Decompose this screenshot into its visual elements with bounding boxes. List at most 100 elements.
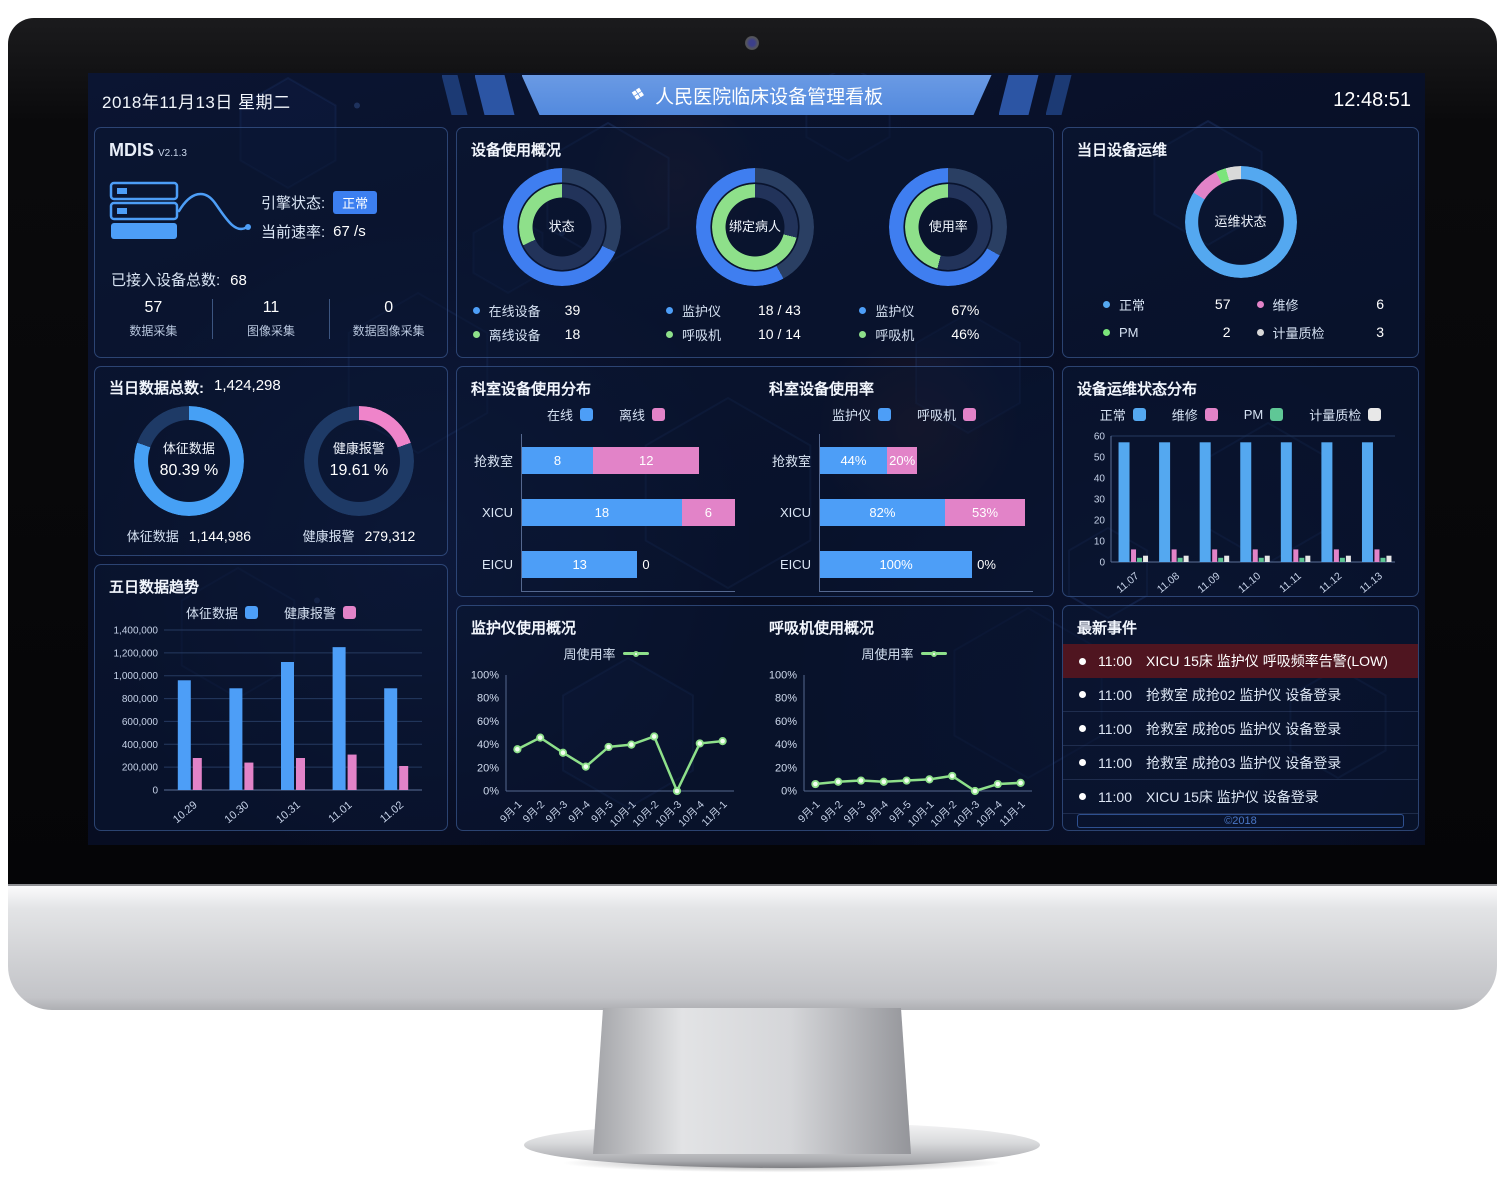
panel-usage-lines: 监护仪使用概况 周使用率 0% 20% 40% 60% 80% 100% 9月-1 9月-2 9…	[456, 605, 1054, 831]
dashboard-screen: 2018年11月13日 星期二 ❖ 人民医院临床设备管理看板 12:48:51	[88, 73, 1425, 845]
svg-text:11.07: 11.07	[1114, 570, 1141, 596]
legend-item: 正常	[1100, 405, 1146, 424]
svg-text:9月-2: 9月-2	[521, 799, 548, 826]
trend-title: 五日数据趋势	[109, 579, 200, 596]
stat-image-collect: 11 图像采集	[211, 299, 330, 339]
usage-rate-donut-block: 使用率 监护仪 67% 呼吸机 46%	[859, 168, 1037, 346]
trend-bar-chart: 0 200,000 400,000 600,000 800,000 1,000,000 1,…	[106, 624, 436, 830]
svg-text:40: 40	[1093, 474, 1105, 485]
connected-total-label: 已接入设备总数:	[111, 272, 221, 289]
alarm-donut-block: 健康报警 19.61 % 健康报警 279,312	[303, 406, 415, 545]
banner-right-wing-decor	[992, 75, 1072, 115]
legend-item: 周使用率	[861, 644, 947, 663]
svg-text:10.30: 10.30	[223, 799, 252, 826]
event-row: 11:00 抢救室 成抢02 监护仪 设备登录	[1063, 678, 1418, 712]
event-row: 11:00 抢救室 成抢05 监护仪 设备登录	[1063, 712, 1418, 746]
maintenance-legend: 正常 57 维修 6 PM 2 计量质检 3	[1063, 278, 1418, 344]
dept-rate-bar-chart: 抢救室 XICU EICU 44% 20% 82% 53% 100% 0%	[755, 424, 1053, 592]
svg-text:9月-1: 9月-1	[498, 799, 525, 826]
legend-item: 呼吸机	[917, 405, 977, 424]
svg-text:400,000: 400,000	[122, 740, 159, 751]
bar-segment: 53%	[944, 498, 1026, 526]
svg-text:11.02: 11.02	[378, 799, 406, 825]
event-row: 11:00 XICU 15床 监护仪 设备登录	[1063, 780, 1418, 814]
status-donut-block: 状态 在线设备 39 离线设备 18	[472, 168, 651, 346]
svg-text:100%: 100%	[471, 670, 499, 682]
maintenance-donut-chart: 运维状态	[1184, 166, 1297, 278]
legend-item: 维修	[1172, 405, 1218, 424]
maint-dist-legend: 正常 维修 PM 计量质检	[1063, 401, 1418, 424]
svg-text:50: 50	[1093, 453, 1105, 464]
monitor-usage-half: 监护仪使用概况 周使用率 0% 20% 40% 60% 80% 100% 9月-1 9月-2 9…	[457, 606, 755, 830]
vitals-donut-chart: 体征数据 80.39 %	[133, 406, 244, 516]
usage-rate-donut-chart: 使用率	[889, 168, 1008, 286]
event-row: 11:00 抢救室 成抢03 监护仪 设备登录	[1063, 746, 1418, 780]
date-display: 2018年11月13日 星期二	[102, 92, 291, 112]
ventilator-usage-half: 呼吸机使用概况 周使用率 0% 20% 40% 60% 80% 100% 9月-1 9月-2 9…	[755, 606, 1053, 830]
banner-left-wing-decor	[441, 75, 522, 115]
device-usage-title: 设备使用概况	[471, 142, 562, 159]
status-donut-chart: 状态	[502, 168, 621, 286]
bullet-dot-icon	[1079, 793, 1086, 800]
engine-status-label: 引擎状态:	[261, 194, 326, 212]
vitals-donut-block: 体征数据 80.39 % 体征数据 1,144,986	[127, 406, 251, 545]
event-row-alarm: 11:00 XICU 15床 监护仪 呼吸频率告警(LOW)	[1063, 644, 1418, 678]
svg-text:0%: 0%	[781, 786, 797, 798]
svg-text:9月-1: 9月-1	[796, 799, 823, 826]
trend-legend: 体征数据 健康报警	[95, 599, 447, 622]
svg-text:80%: 80%	[477, 693, 499, 705]
bar-segment: 20%	[886, 446, 918, 474]
svg-text:11.09: 11.09	[1195, 570, 1222, 596]
mdis-version: V2.1.3	[158, 148, 187, 159]
svg-text:1,200,000: 1,200,000	[114, 648, 159, 659]
svg-text:10月-4: 10月-4	[974, 799, 1005, 830]
dept-distribution-half: 科室设备使用分布 在线 离线 抢救室 XICU EICU 8 12 18 6 13 0	[457, 367, 755, 596]
bar-segment: 82%	[820, 498, 945, 526]
bound-patient-donut-chart: 绑定病人	[695, 168, 814, 286]
svg-text:0: 0	[1099, 558, 1105, 569]
svg-text:600,000: 600,000	[122, 717, 159, 728]
data-today-label: 当日数据总数:	[109, 380, 204, 397]
svg-text:9月-4: 9月-4	[864, 799, 891, 826]
legend-item: 计量质检	[1309, 405, 1382, 424]
top-bar: 2018年11月13日 星期二 ❖ 人民医院临床设备管理看板 12:48:51	[88, 73, 1425, 127]
page-title: 人民医院临床设备管理看板	[655, 86, 884, 108]
legend-item: PM	[1244, 405, 1284, 424]
svg-text:11.13: 11.13	[1357, 570, 1384, 596]
svg-text:11.10: 11.10	[1235, 570, 1262, 596]
alarm-donut-chart: 健康报警 19.61 %	[303, 406, 414, 516]
legend-item: 健康报警	[284, 603, 357, 622]
svg-text:9月-2: 9月-2	[819, 799, 846, 826]
svg-text:11.01: 11.01	[326, 799, 354, 825]
bullet-dot-icon	[1079, 725, 1086, 732]
svg-text:1,400,000: 1,400,000	[114, 626, 159, 637]
stand-neck	[593, 1008, 911, 1154]
bar-segment: 18	[522, 498, 682, 526]
connected-total-value: 68	[230, 272, 247, 289]
bar-segment: 12	[592, 446, 700, 474]
svg-text:10.31: 10.31	[274, 799, 303, 826]
events-title: 最新事件	[1077, 620, 1138, 637]
svg-text:20: 20	[1093, 516, 1105, 527]
svg-text:800,000: 800,000	[122, 694, 159, 705]
svg-text:10: 10	[1093, 537, 1105, 548]
collector-stats: 57 数据采集 11 图像采集 0 数据图像采集	[95, 299, 447, 357]
bullet-dot-icon	[1079, 691, 1086, 698]
panel-mdis: MDIS V2.1.3	[94, 127, 448, 358]
svg-text:9月-4: 9月-4	[566, 799, 593, 826]
panel-maintenance-distribution: 设备运维状态分布 正常 维修 PM 计量质检 0 10 20 30 40 50 60 11.07 11…	[1062, 366, 1419, 597]
bar-segment: 44%	[820, 446, 887, 474]
stat-data-image-collect: 0 数据图像采集	[329, 299, 447, 339]
panel-data-today: 当日数据总数: 1,424,298 体征数据 80.39 %	[94, 366, 448, 556]
stat-data-collect: 57 数据采集	[129, 299, 178, 338]
svg-text:80%: 80%	[775, 693, 797, 705]
copyright-badge: ©2018	[1077, 814, 1404, 828]
svg-text:10月-4: 10月-4	[676, 799, 707, 830]
ventilator-usage-line-chart: 0% 20% 40% 60% 80% 100% 9月-1 9月-2 9月-3 9月-4 9月-5 10…	[762, 665, 1046, 830]
panel-latest-events: 最新事件 11:00 XICU 15床 监护仪 呼吸频率告警(LOW) 11:00 抢…	[1062, 605, 1419, 831]
svg-text:40%: 40%	[477, 739, 499, 751]
mdis-name: MDIS	[109, 140, 154, 160]
clock-display: 12:48:51	[1333, 88, 1411, 111]
svg-text:1,000,000: 1,000,000	[114, 671, 159, 682]
